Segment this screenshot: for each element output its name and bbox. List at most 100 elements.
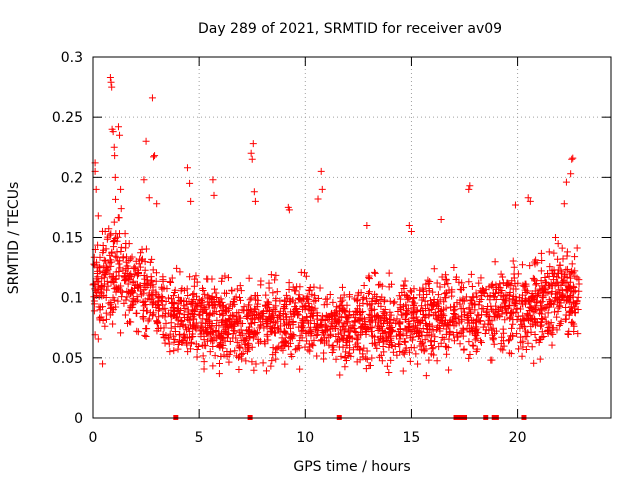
data-point [106,270,114,278]
data-point [296,283,304,291]
data-point [539,284,547,292]
data-point [396,347,404,355]
data-point [569,282,577,290]
data-point [391,298,399,306]
data-point [436,307,444,315]
data-point [280,304,288,312]
data-point [90,300,98,308]
data-point [129,278,137,286]
data-point [538,298,546,306]
data-point [441,281,449,289]
data-point [396,318,404,326]
data-point [556,295,564,303]
data-point [289,318,297,326]
data-point [387,338,395,346]
data-point [365,275,373,283]
data-point [283,313,291,321]
data-point [450,337,458,345]
data-point [111,252,119,260]
data-point [242,357,250,365]
data-point [202,342,210,350]
data-point [102,309,110,317]
data-point [342,319,350,327]
data-point [208,275,216,283]
data-point [443,350,451,358]
data-point [186,345,194,353]
data-point [262,315,270,323]
data-point [416,291,424,299]
data-point [363,221,371,229]
data-point [518,291,526,299]
data-point [93,278,101,286]
data-point [94,335,102,343]
data-point [485,316,493,324]
data-point [422,319,430,327]
data-point [433,279,441,287]
data-point [193,346,201,354]
data-point [536,335,544,343]
data-point [114,257,122,265]
data-point [264,304,272,312]
data-point [171,336,179,344]
data-point [448,288,456,296]
chart-title: Day 289 of 2021, SRMTID for receiver av0… [198,21,502,37]
data-point [567,170,575,178]
data-point [204,316,212,324]
data-point [143,307,151,315]
data-point [218,277,226,285]
data-point [235,353,243,361]
data-point [569,154,577,162]
data-point [90,253,98,261]
data-point [375,281,383,289]
data-point [255,315,263,323]
data-point [575,276,583,284]
data-point [194,343,202,351]
data-point [195,310,203,318]
data-point [568,260,576,268]
data-point [125,318,133,326]
data-point [262,367,270,375]
data-point [368,300,376,308]
data-point [393,315,401,323]
data-point [414,360,422,368]
data-point [329,298,337,306]
data-point [191,322,199,330]
data-point [98,292,106,300]
data-point [309,306,317,314]
data-point [385,269,393,277]
data-point [301,269,309,277]
data-point [429,327,437,335]
data-point [174,316,182,324]
data-point [131,265,139,273]
data-point [406,287,414,295]
data-point [201,290,209,298]
data-point [355,289,363,297]
data-point [457,305,465,313]
data-point [197,322,205,330]
data-point [459,332,467,340]
data-point [192,302,200,310]
data-point [419,284,427,292]
data-point [166,348,174,356]
data-point [376,316,384,324]
data-point [312,323,320,331]
data-point [271,319,279,327]
data-point [401,338,409,346]
data-point [247,294,255,302]
data-point [326,325,334,333]
data-point [178,285,186,293]
data-point [192,319,200,327]
data-point [183,314,191,322]
data-point [381,329,389,337]
data-point [190,282,198,290]
data-point [145,194,153,202]
data-point [526,262,534,270]
data-point [267,314,275,322]
data-point [108,274,116,282]
data-point [334,337,342,345]
data-point [530,359,538,367]
data-point [502,309,510,317]
data-point [430,311,438,319]
data-point [393,351,401,359]
data-point [338,283,346,291]
